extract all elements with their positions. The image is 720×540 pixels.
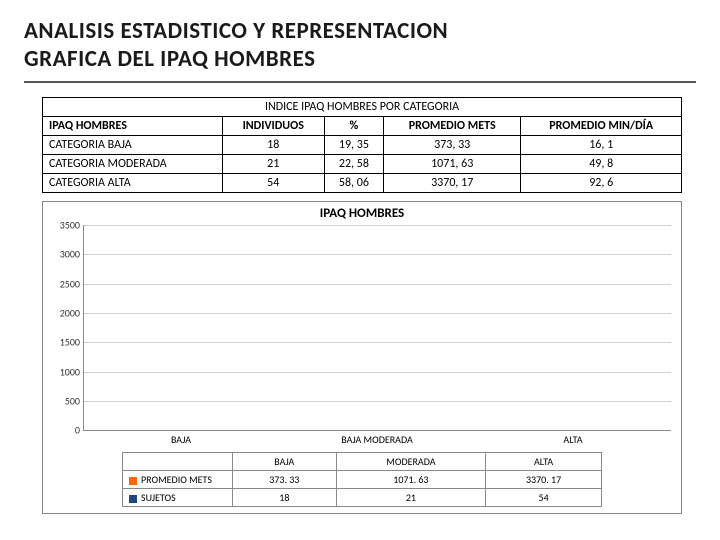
- x-category-label: BAJA MODERADA: [279, 431, 475, 446]
- legend-series-name: SUJETOS: [123, 489, 233, 507]
- legend-category: ALTA: [486, 453, 602, 471]
- legend-series-name: PROMEDIO METS: [123, 471, 233, 489]
- page-title: ANALISIS ESTADISTICO Y REPRESENTACION GR…: [24, 18, 696, 83]
- chart-plot-area: 0500100015002000250030003500: [83, 225, 671, 431]
- legend-category: BAJA: [233, 453, 337, 471]
- th-individuos: INDIVIDUOS: [222, 117, 324, 136]
- y-tick-label: 1500: [50, 336, 80, 349]
- legend-value: 3370. 17: [486, 471, 602, 489]
- chart-xaxis: BAJABAJA MODERADAALTA: [83, 431, 671, 446]
- y-tick-label: 3000: [50, 248, 80, 261]
- y-tick-label: 3500: [50, 219, 80, 232]
- title-line-2: GRAFICA DEL IPAQ HOMBRES: [24, 45, 315, 73]
- th-mets: PROMEDIO METS: [383, 117, 520, 136]
- table-row: CATEGORIA BAJA 18 19, 35 373, 33 16, 1: [43, 136, 682, 155]
- y-tick-label: 1000: [50, 365, 80, 378]
- th-ipaq: IPAQ HOMBRES: [43, 117, 223, 136]
- x-category-label: ALTA: [475, 431, 671, 446]
- y-tick-label: 0: [50, 424, 80, 437]
- legend-value: 1071. 63: [336, 471, 486, 489]
- th-mindia: PROMEDIO MIN/DÍA: [521, 117, 682, 136]
- legend-value: 18: [233, 489, 337, 507]
- y-tick-label: 500: [50, 394, 80, 407]
- y-tick-label: 2000: [50, 307, 80, 320]
- table-header-row: IPAQ HOMBRES INDIVIDUOS % PROMEDIO METS …: [43, 117, 682, 136]
- legend-value: 373. 33: [233, 471, 337, 489]
- table-row: CATEGORIA MODERADA 21 22, 58 1071, 63 49…: [43, 155, 682, 174]
- title-line-1: ANALISIS ESTADISTICO Y REPRESENTACION: [24, 17, 448, 45]
- table-row: CATEGORIA ALTA 54 58, 06 3370, 17 92, 6: [43, 174, 682, 193]
- legend-value: 21: [336, 489, 486, 507]
- ipaq-data-table: INDICE IPAQ HOMBRES POR CATEGORIA IPAQ H…: [42, 97, 682, 193]
- legend-swatch: [129, 477, 137, 485]
- chart-legend-table: BAJAMODERADAALTA PROMEDIO METS373. 331071…: [122, 452, 602, 507]
- y-tick-label: 2500: [50, 277, 80, 290]
- th-pct: %: [324, 117, 383, 136]
- chart-container: IPAQ HOMBRES 050010001500200025003000350…: [42, 201, 682, 514]
- x-category-label: BAJA: [83, 431, 279, 446]
- legend-swatch: [129, 495, 137, 503]
- legend-category: MODERADA: [336, 453, 486, 471]
- table-caption: INDICE IPAQ HOMBRES POR CATEGORIA: [43, 98, 682, 117]
- chart-title: IPAQ HOMBRES: [49, 206, 675, 221]
- legend-value: 54: [486, 489, 602, 507]
